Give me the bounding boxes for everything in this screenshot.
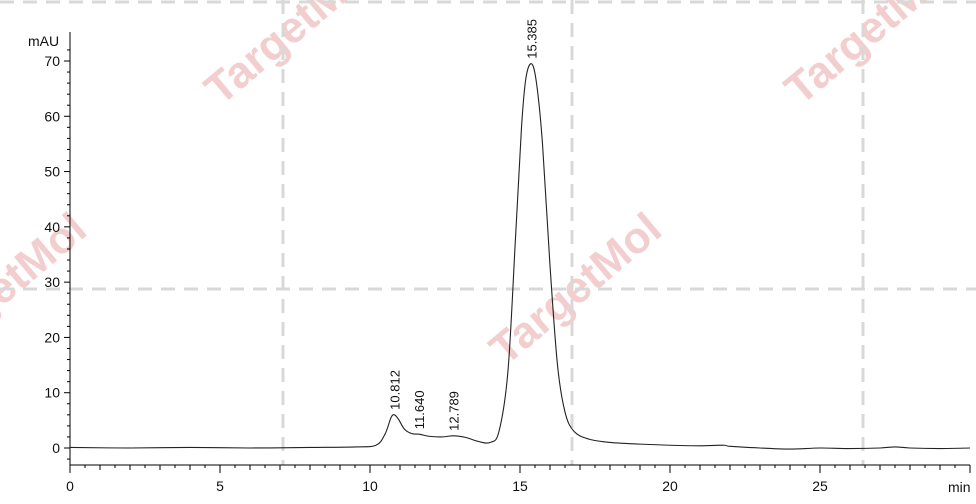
y-tick-label: 0 xyxy=(52,440,60,456)
x-tick-label: 25 xyxy=(812,478,828,494)
y-tick-label: 30 xyxy=(44,274,60,290)
x-tick-label: 10 xyxy=(362,478,378,494)
peak-label: 11.640 xyxy=(412,390,427,429)
y-axis-unit-label: mAU xyxy=(28,33,59,49)
chromatogram-trace xyxy=(69,63,971,450)
y-tick-label: 40 xyxy=(44,219,60,235)
y-tick-label: 70 xyxy=(44,53,60,69)
y-tick-label: 60 xyxy=(44,108,60,124)
watermark-logo: TargetMol xyxy=(196,0,386,114)
x-tick-label: 15 xyxy=(512,478,528,494)
peak-labels: 10.812 11.640 12.789 15.385 xyxy=(387,19,539,431)
y-tick-label: 20 xyxy=(44,329,60,345)
x-tick-label: 5 xyxy=(216,478,224,494)
watermark-logo: TargetMol xyxy=(776,0,966,114)
x-tick-label: 20 xyxy=(662,478,678,494)
grid-lines xyxy=(0,0,976,465)
peak-label: 10.812 xyxy=(387,370,402,410)
y-tick-label: 50 xyxy=(44,164,60,180)
x-axis-unit-label: min xyxy=(948,479,971,495)
peak-label: 12.789 xyxy=(447,391,462,431)
peak-label: 15.385 xyxy=(525,19,540,59)
y-tick-label: 10 xyxy=(44,385,60,401)
axes: 0 10 20 30 40 50 60 70 0 5 10 15 20 25 xyxy=(44,32,971,494)
x-tick-label: 0 xyxy=(66,478,74,494)
